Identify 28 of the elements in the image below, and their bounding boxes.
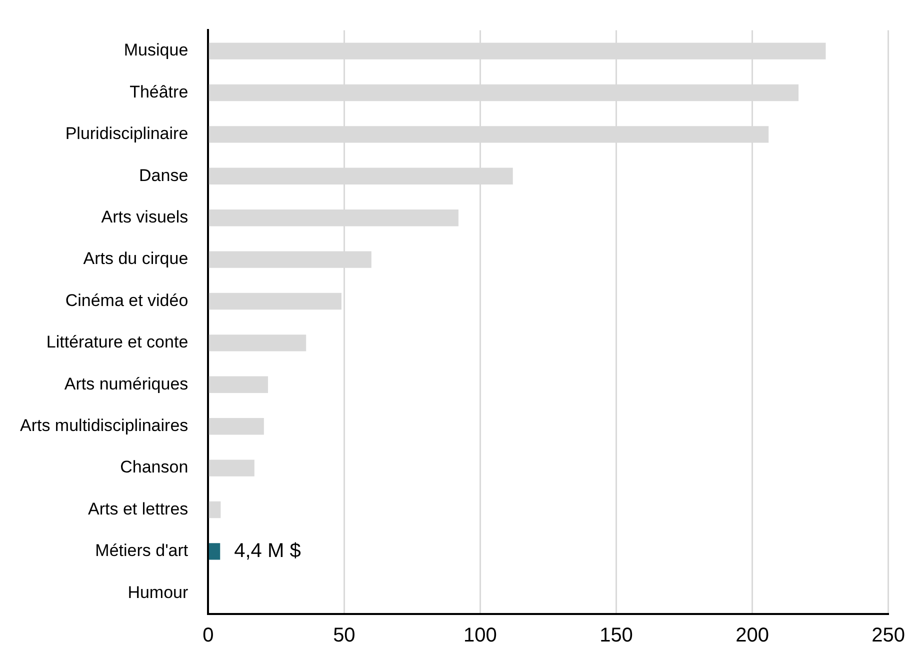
y-tick-label: Littérature et conte — [46, 332, 188, 352]
y-tick-label: Arts visuels — [101, 208, 188, 227]
x-tick-label: 200 — [736, 624, 769, 647]
x-tick-label: 100 — [464, 624, 497, 647]
x-tick-label: 50 — [333, 624, 356, 647]
y-tick-label: Théâtre — [130, 82, 188, 102]
y-tick-label: Arts et lettres — [88, 499, 188, 518]
bar — [208, 418, 264, 435]
data-label: 4,4 M $ — [234, 540, 301, 562]
y-tick-label: Arts multidisciplinaires — [20, 416, 188, 436]
y-tick-label: Métiers d'art — [95, 541, 188, 560]
x-tick-label: 150 — [600, 624, 633, 647]
bar — [208, 376, 268, 393]
x-tick-label: 0 — [202, 624, 214, 647]
x-tick-label: 250 — [872, 624, 906, 647]
bar — [208, 292, 342, 310]
bar — [208, 501, 221, 518]
y-tick-label: Musique — [124, 40, 188, 60]
y-tick-label: Danse — [139, 166, 188, 185]
y-tick-label: Chanson — [120, 458, 188, 477]
y-tick-label: Arts numériques — [64, 374, 188, 394]
bar — [208, 460, 254, 476]
bar — [208, 543, 220, 560]
bar — [208, 334, 306, 352]
y-tick-label: Cinéma et vidéo — [65, 290, 188, 310]
y-tick-label: Arts du cirque — [83, 249, 188, 268]
y-tick-label: Pluridisciplinaire — [65, 124, 188, 144]
y-tick-label: Humour — [128, 582, 188, 602]
